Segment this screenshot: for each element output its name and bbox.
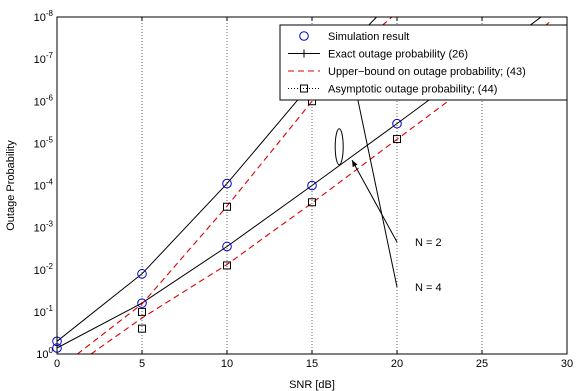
x-tick-label: 0: [54, 358, 60, 370]
y-tick-label: 10-2: [34, 262, 54, 277]
markers: [52, 56, 487, 353]
legend-label: Exact outage probability (26): [328, 49, 468, 61]
y-tick-label: 10-3: [34, 220, 54, 235]
x-tick-label: 5: [139, 358, 145, 370]
legend-swatch-marker: [300, 49, 308, 58]
annotation-arrow-n4: [351, 71, 398, 288]
y-tick-label: 10-7: [34, 51, 54, 66]
y-tick-label: 10-5: [34, 135, 54, 150]
asymptotic-point-n-4: [223, 202, 231, 211]
simulation-point-n-2: [137, 298, 147, 308]
simulation-point-n-2: [222, 241, 232, 252]
legend-box: [279, 24, 568, 101]
y-axis-label: Outage Probability: [5, 140, 17, 231]
simulation-point-n-2: [307, 180, 317, 191]
asymptotic-point-n-2: [138, 324, 146, 333]
y-tick-label: 10-4: [34, 178, 54, 193]
y-tick-label: 10-8: [34, 9, 54, 24]
y-tick-label: 10-6: [34, 93, 54, 108]
annotations: N = 2 N = 4: [334, 40, 442, 294]
asymptotic-point-n-2: [393, 135, 401, 144]
simulation-point-n-2: [392, 118, 402, 129]
asymptotic-point-n-2: [308, 198, 316, 207]
tick-labels: 0 5 10 15 20 25 30 100 10-1 10-2 10-3 10-4 10-5 10-6 1…: [34, 9, 574, 370]
x-tick-label: 15: [306, 358, 318, 370]
asymptotic-point-n-2: [223, 261, 231, 270]
legend-label: Upper−bound on outage probability; (43): [328, 66, 526, 78]
annotation-label-n4: N = 4: [415, 282, 442, 294]
legend-swatch-marker: [300, 84, 308, 93]
y-tick-label: 10-1: [34, 304, 54, 319]
annotation-arrow-n2: [351, 159, 398, 243]
x-tick-label: 10: [221, 358, 233, 370]
legend-label: Simulation result: [328, 31, 409, 43]
x-axis-label: SNR [dB]: [289, 379, 335, 391]
y-tick-label: 100: [36, 346, 53, 361]
simulation-point-n-4: [137, 269, 147, 279]
x-tick-label: 20: [391, 358, 403, 370]
annotation-arrowhead-n2: [352, 160, 358, 168]
ticks: [56, 17, 568, 354]
legend: Simulation result Exact outage probabilit…: [279, 24, 568, 101]
x-tick-label: 30: [561, 358, 573, 370]
annotation-ellipse-n2: [334, 128, 344, 166]
simulation-point-n-4: [222, 178, 232, 189]
legend-swatch-marker: [299, 31, 309, 41]
legend-label: Asymptotic outage probability; (44): [328, 84, 497, 96]
x-tick-label: 25: [476, 358, 488, 370]
asymptotic-point-n-4: [138, 307, 146, 316]
annotation-label-n2: N = 2: [415, 237, 442, 249]
